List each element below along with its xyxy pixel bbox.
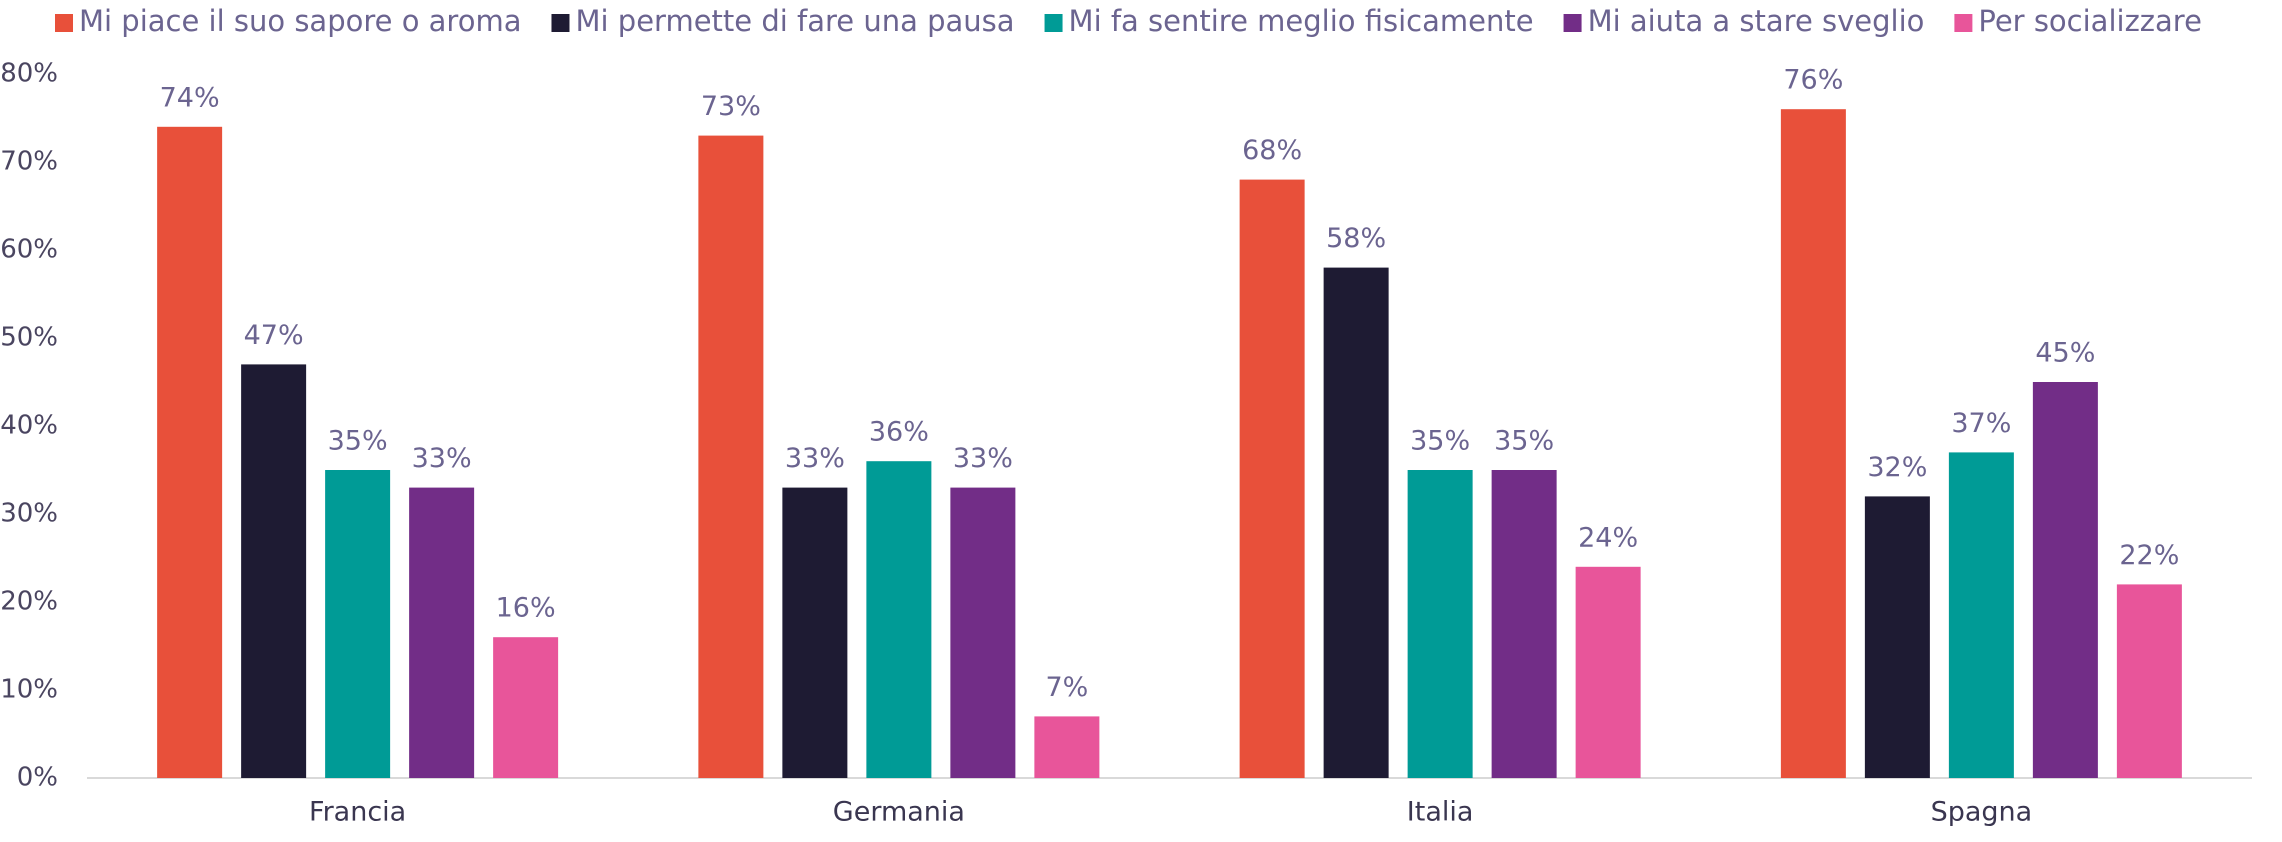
legend-label: Per socializzare xyxy=(1978,4,2202,38)
legend-swatch xyxy=(1563,14,1582,32)
data-label: 33% xyxy=(412,443,472,474)
data-label: 33% xyxy=(953,443,1013,474)
bar xyxy=(782,487,848,778)
legend-swatch xyxy=(551,14,570,32)
y-tick-label: 70% xyxy=(0,147,58,177)
bar xyxy=(866,461,932,778)
legend-swatch xyxy=(55,14,73,32)
legend-label: Mi fa sentire meglio fisicamente xyxy=(1069,4,1534,38)
y-tick-label: 50% xyxy=(0,323,58,353)
y-tick-label: 10% xyxy=(0,675,58,705)
data-label: 68% xyxy=(1242,135,1302,166)
data-label: 36% xyxy=(869,417,929,448)
bar xyxy=(950,487,1016,778)
data-label: 35% xyxy=(328,426,388,457)
data-label: 24% xyxy=(1578,522,1638,553)
bar xyxy=(1575,566,1641,778)
data-label: 47% xyxy=(244,320,304,351)
data-label: 22% xyxy=(2119,540,2179,571)
data-label: 7% xyxy=(1045,672,1088,703)
bar xyxy=(698,135,764,779)
bar xyxy=(1948,452,2014,778)
data-label: 37% xyxy=(1951,408,2011,439)
legend-swatch xyxy=(1954,14,1973,32)
data-label: 35% xyxy=(1410,426,1470,457)
y-tick-label: 40% xyxy=(0,411,58,441)
data-label: 35% xyxy=(1494,426,1554,457)
bar xyxy=(1491,470,1557,778)
bar xyxy=(157,126,223,779)
data-label: 33% xyxy=(785,443,845,474)
y-tick-label: 20% xyxy=(0,587,58,617)
bar xyxy=(1239,179,1305,779)
data-label: 16% xyxy=(496,593,556,624)
y-tick-label: 30% xyxy=(0,499,58,529)
bar xyxy=(1780,109,1846,778)
x-tick-label: Italia xyxy=(1407,797,1474,828)
bar xyxy=(241,364,307,778)
data-label: 32% xyxy=(1867,452,1927,483)
bar xyxy=(1034,716,1100,778)
data-label: 76% xyxy=(1783,65,1843,96)
x-tick-label: Francia xyxy=(309,797,406,828)
bar xyxy=(1407,470,1473,778)
legend-label: Mi piace il suo sapore o aroma xyxy=(79,4,521,38)
legend-label: Mi permette di fare una pausa xyxy=(575,4,1014,38)
data-label: 45% xyxy=(2035,338,2095,369)
data-label: 73% xyxy=(701,91,761,122)
bar xyxy=(2032,382,2098,778)
data-label: 58% xyxy=(1326,223,1386,254)
y-tick-label: 60% xyxy=(0,235,58,265)
legend-label: Mi aiuta a stare sveglio xyxy=(1588,4,1925,38)
bar xyxy=(409,487,475,778)
x-tick-label: Germania xyxy=(833,797,965,828)
legend-swatch xyxy=(1044,14,1063,32)
y-tick-label: 0% xyxy=(17,763,58,793)
bar xyxy=(1864,496,1930,778)
bar xyxy=(2116,584,2182,778)
y-tick-label: 80% xyxy=(0,59,58,89)
bar xyxy=(1323,267,1389,778)
x-tick-label: Spagna xyxy=(1931,797,2033,828)
bar xyxy=(325,470,391,778)
bar xyxy=(493,637,559,778)
data-label: 74% xyxy=(160,82,220,113)
